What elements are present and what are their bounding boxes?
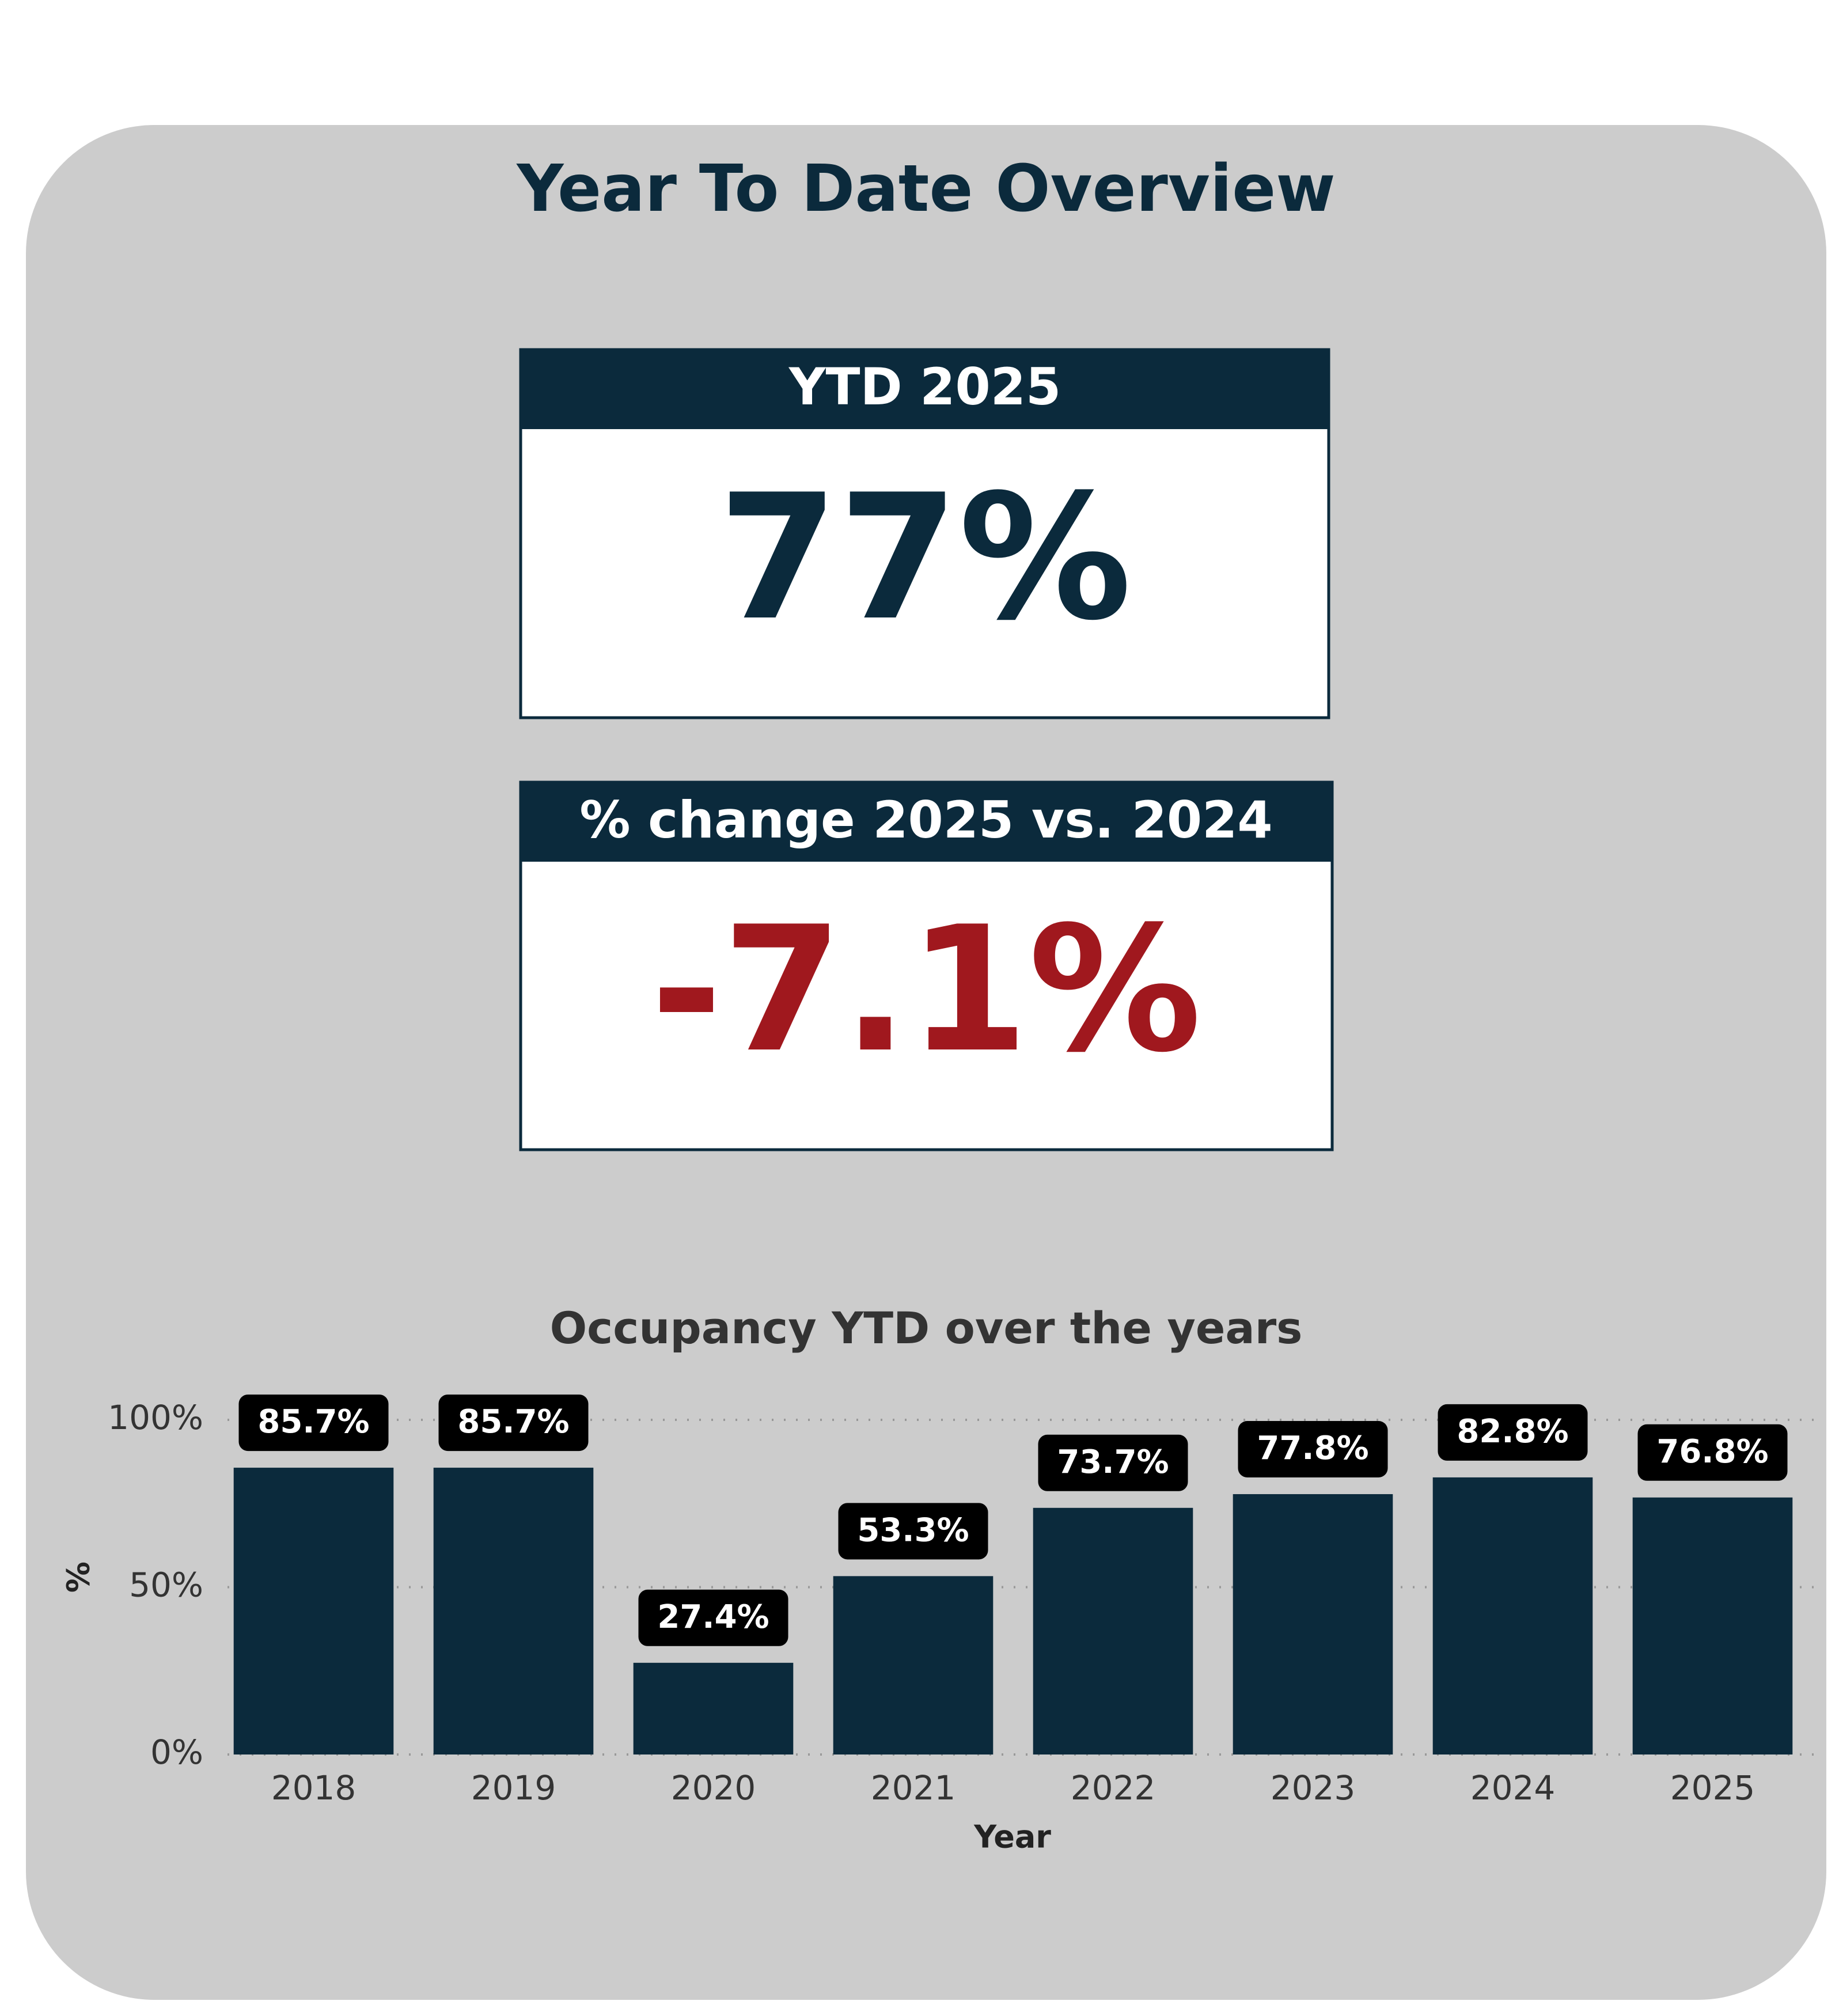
value-label-box [838,1503,988,1560]
x-tick-label: 2019 [471,1768,556,1807]
value-label: 53.3% [857,1511,969,1549]
kpi-header [521,782,1332,862]
value-label: 76.8% [1656,1433,1768,1471]
kpi-value: 77% [718,457,1132,658]
page-title: Year To Date Overview [515,151,1335,226]
y-tick-label: 0% [150,1733,203,1772]
value-label-box [1238,1420,1388,1477]
x-tick-label: 2020 [671,1768,756,1807]
bar [633,1662,794,1754]
kpi-header [521,350,1329,429]
value-label: 73.7% [1057,1443,1169,1481]
bar [1233,1494,1393,1754]
bar [433,1468,594,1754]
value-label: 82.8% [1457,1413,1568,1450]
kpi-card: YTD 2025 77% [519,348,1330,719]
chart-title: Occupancy YTD over the years [550,1302,1303,1354]
x-tick-label: 2018 [271,1768,357,1807]
x-axis-title: Year [973,1819,1051,1855]
kpi-label: YTD 2025 [788,357,1061,416]
kpi-label: % change 2025 vs. 2024 [579,790,1272,850]
value-label-box [238,1394,389,1452]
bar [1033,1507,1193,1754]
chart: 0% 50% 100% 85.7% 2018 85.7% 2019 27.4% 2020 53.3… [108,1394,1814,1807]
y-tick-label: 100% [108,1398,203,1437]
x-tick-label: 2024 [1470,1768,1556,1807]
value-label-box [438,1394,589,1452]
y-axis-title: % [59,1562,95,1593]
bar [833,1576,994,1754]
y-tick-label: 50% [129,1566,203,1605]
kpi-value: -7.1% [651,889,1202,1090]
value-label: 85.7% [457,1403,569,1441]
x-tick-label: 2025 [1670,1768,1755,1807]
x-tick-label: 2022 [1071,1768,1156,1807]
x-tick-label: 2021 [871,1768,956,1807]
value-label-box [1438,1404,1588,1461]
value-label-box [1637,1424,1788,1481]
value-label-box [1038,1434,1188,1491]
value-label: 27.4% [657,1598,769,1636]
bar [1632,1497,1793,1754]
value-label: 77.8% [1257,1430,1368,1467]
bar [1432,1477,1593,1754]
value-label-box [638,1589,788,1646]
value-label: 85.7% [257,1403,369,1441]
x-tick-label: 2023 [1271,1768,1356,1807]
kpi-card: % change 2025 vs. 2024 -7.1% [519,780,1334,1151]
bar [233,1468,394,1754]
